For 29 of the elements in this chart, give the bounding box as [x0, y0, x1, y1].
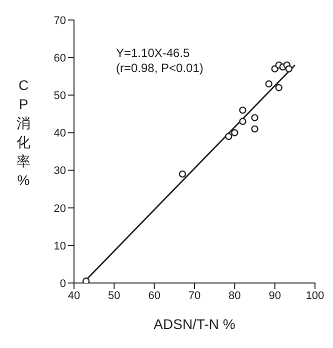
annotation: Y=1.10X-46.5	[116, 46, 191, 61]
y-tick-label: 30	[54, 165, 66, 178]
x-axis-title: ADSN/T-N %	[154, 316, 236, 332]
point	[239, 118, 246, 126]
point	[275, 84, 282, 92]
y-tick-label: 70	[54, 14, 66, 27]
point	[285, 65, 292, 72]
point	[225, 132, 232, 140]
annotation: (r=0.98, P<0.01)	[116, 61, 204, 76]
point	[178, 170, 186, 178]
y-tick-label: 40	[54, 128, 66, 140]
y-axis-title: CP消化率 %	[16, 76, 31, 190]
point	[231, 129, 238, 136]
y-tick-label: 0	[60, 278, 66, 290]
point	[251, 125, 258, 133]
point	[265, 80, 272, 88]
x-tick-label: 50	[108, 290, 120, 302]
y-tick-label: 20	[54, 202, 66, 215]
x-tick-label: 60	[148, 290, 160, 302]
point	[251, 114, 258, 122]
x-tick-label: 90	[268, 290, 281, 302]
x-tick-label: 40	[68, 290, 80, 302]
point	[239, 106, 246, 114]
y-tick-label: 60	[54, 52, 66, 64]
y-tick-label: 50	[54, 90, 66, 102]
x-tick-label: 100	[306, 290, 324, 302]
x-tick-label: 70	[188, 290, 201, 302]
x-tick-label: 80	[228, 290, 241, 302]
y-tick-label: 10	[54, 240, 66, 252]
